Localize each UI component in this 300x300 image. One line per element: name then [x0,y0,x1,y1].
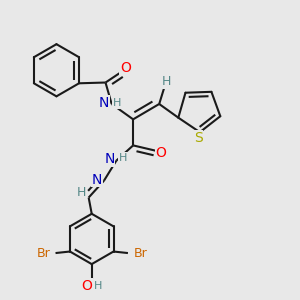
Text: H: H [77,186,87,200]
Text: N: N [99,96,109,110]
Text: N: N [104,152,115,166]
Text: O: O [155,146,166,160]
Text: Br: Br [133,247,147,260]
Text: Br: Br [36,247,50,260]
Text: S: S [194,131,203,145]
Text: N: N [92,173,102,187]
Text: H: H [94,280,103,291]
Text: O: O [82,279,93,292]
Text: H: H [162,75,172,88]
Text: O: O [120,61,131,75]
Text: H: H [113,98,122,108]
Text: H: H [119,153,127,163]
